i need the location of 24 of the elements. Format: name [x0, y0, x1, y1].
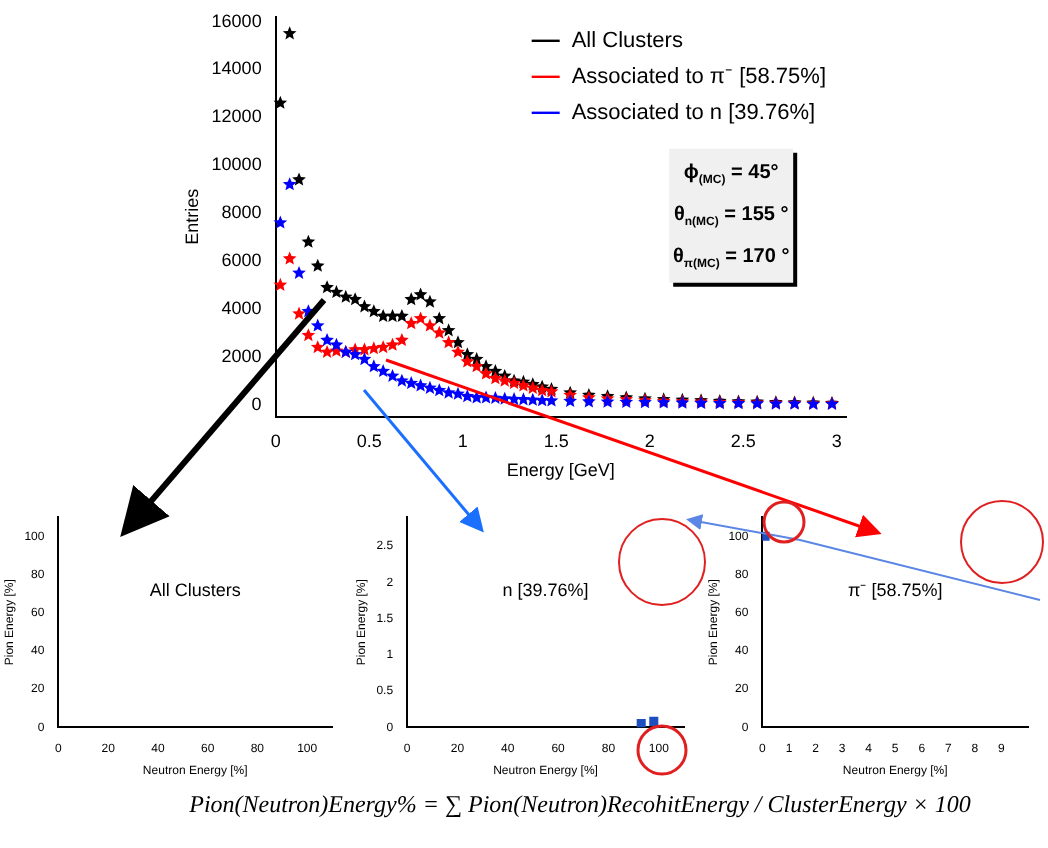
legend-label: Associated to π⁻ [58.75%]: [571, 64, 827, 89]
x-tick-label: 1: [457, 430, 468, 451]
x-tick-label: 1.5: [543, 430, 569, 451]
y-tick-label: 2000: [221, 345, 262, 366]
legend-label: All Clusters: [571, 28, 684, 53]
y-tick-label: 10000: [211, 154, 262, 175]
y-tick-label: 12000: [211, 106, 262, 127]
legend-label: Associated to n [39.76%]: [571, 100, 816, 125]
text: All Clusters: [149, 579, 242, 600]
x-tick-label: 3: [831, 430, 842, 451]
text: n [39.76%]: [502, 579, 589, 600]
y-axis-title: Entries: [181, 187, 202, 245]
text: Pion(Neutron)Energy% = ∑ Pion(Neutron)RecohitEnergy / ClusterEnergy × 100: [187, 790, 973, 820]
y-tick-label: 4000: [221, 297, 262, 318]
y-tick-label: 16000: [211, 10, 262, 31]
y-tick-label: 6000: [221, 250, 262, 271]
text: π⁻ [58.75%]: [847, 579, 943, 600]
y-tick-label: 8000: [221, 202, 262, 223]
x-tick-label: 0.5: [356, 430, 382, 451]
y-tick-label: 0: [251, 393, 262, 414]
y-tick-label: 14000: [211, 58, 262, 79]
x-axis-title: Energy [GeV]: [506, 460, 615, 481]
x-tick-label: 0: [270, 430, 281, 451]
x-tick-label: 2: [644, 430, 655, 451]
